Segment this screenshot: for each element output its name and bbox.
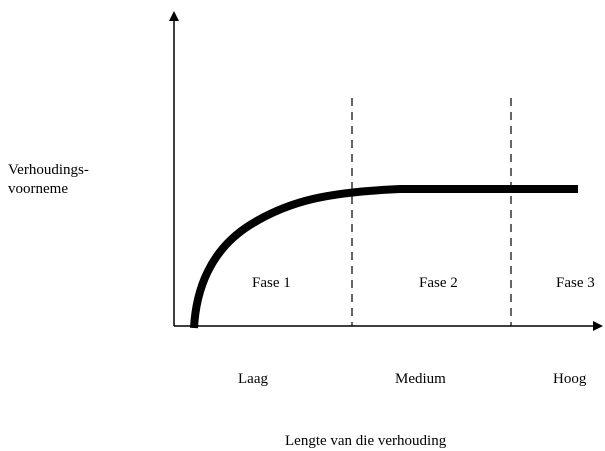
curve <box>190 185 578 329</box>
level-label: Laag <box>238 371 268 387</box>
y-axis-label: Verhoudings- <box>8 162 89 178</box>
phase-label: Fase 2 <box>419 275 458 291</box>
level-label: Medium <box>395 371 446 387</box>
level-label: Hoog <box>553 371 587 387</box>
phase-label: Fase 1 <box>252 275 291 291</box>
phase-label: Fase 3 <box>556 275 595 291</box>
y-axis-label: voorneme <box>8 181 68 197</box>
x-axis-label: Lengte van die verhouding <box>285 433 447 449</box>
